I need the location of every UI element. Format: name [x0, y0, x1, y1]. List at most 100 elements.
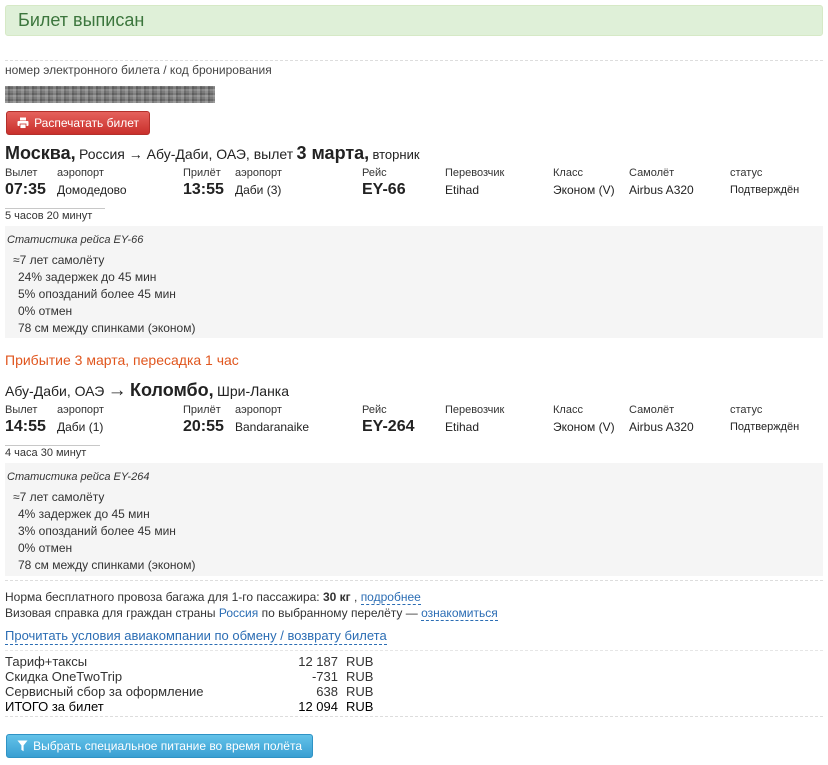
airline-rules-link[interactable]: Прочитать условия авиакомпании по обмену… — [5, 628, 387, 645]
departure-time: 07:35 — [5, 181, 46, 198]
special-meal-button[interactable]: Выбрать специальное питание во время пол… — [6, 734, 313, 758]
print-ticket-label: Распечатать билет — [34, 116, 139, 130]
price-label: Сервисный сбор за оформление — [5, 684, 204, 699]
aircraft: Airbus A320 — [629, 183, 694, 197]
aircraft: Airbus A320 — [629, 420, 694, 434]
status-text: Подтверждён — [730, 184, 800, 196]
header-departure: Вылет — [5, 404, 38, 416]
flight-duration: 4 часа 30 минут — [5, 447, 87, 459]
stats-item: 78 см между спинками (эконом) — [18, 558, 196, 572]
price-row: Сервисный сбор за оформление 638 RUB — [5, 684, 373, 699]
header-carrier: Перевозчик — [445, 404, 505, 416]
price-currency: RUB — [346, 684, 374, 699]
stats-item: 0% отмен — [18, 304, 73, 318]
special-meal-label: Выбрать специальное питание во время пол… — [33, 739, 302, 753]
visa-country-link[interactable]: Россия — [218, 606, 259, 620]
stats-item: 78 см между спинками (эконом) — [18, 321, 196, 335]
printer-icon — [17, 117, 29, 129]
header-flight: Рейс — [362, 404, 387, 416]
filter-icon — [17, 740, 28, 752]
divider — [5, 60, 823, 61]
header-arrival: Прилёт — [183, 404, 221, 416]
redacted-booking-code — [5, 86, 215, 103]
route-title: Абу-Даби, ОАЭ → Коломбо, Шри-Ланка — [5, 379, 289, 401]
fare-class: Эконом (V) — [553, 420, 615, 434]
arrival-time: 20:55 — [183, 418, 224, 435]
arrival-airport: Даби (3) — [235, 183, 282, 197]
price-breakdown: Тариф+таксы 12 187 RUB Скидка OneTwoTrip… — [5, 654, 373, 714]
stats-aircraft-age: ≈7 лет самолёту — [13, 253, 105, 267]
price-currency: RUB — [346, 654, 374, 669]
stats-title: Статистика рейса EY-66 — [7, 234, 144, 246]
route-from: Абу-Даби, ОАЭ — [5, 383, 105, 399]
flight-number: EY-264 — [362, 418, 415, 435]
stats-item: 3% опозданий более 45 мин — [18, 524, 176, 538]
price-amount: 12 187 — [298, 654, 338, 669]
header-arr-airport: аэропорт — [235, 167, 282, 179]
banner-text: Билет выписан — [18, 10, 145, 30]
stats-item: 5% опозданий более 45 мин — [18, 287, 176, 301]
fare-class: Эконом (V) — [553, 183, 615, 197]
stats-aircraft-age: ≈7 лет самолёту — [13, 490, 105, 504]
header-dep-airport: аэропорт — [57, 167, 104, 179]
header-arrival: Прилёт — [183, 167, 221, 179]
route-arrow: → — [107, 380, 127, 401]
flight-stats-panel: Статистика рейса EY-264 ≈7 лет самолёту … — [5, 463, 823, 576]
header-departure: Вылет — [5, 167, 38, 179]
price-currency: RUB — [346, 669, 374, 684]
baggage-allowance: 30 кг — [322, 590, 351, 604]
price-row: Тариф+таксы 12 187 RUB — [5, 654, 373, 669]
price-amount: 638 — [316, 684, 338, 699]
header-aircraft: Самолёт — [629, 167, 675, 179]
divider — [5, 716, 823, 717]
print-ticket-button[interactable]: Распечатать билет — [6, 111, 150, 135]
total-currency: RUB — [346, 699, 374, 714]
price-label: Скидка OneTwoTrip — [5, 669, 123, 684]
stats-item: 4% задержек до 45 мин — [18, 507, 150, 521]
transfer-notice: Прибытие 3 марта, пересадка 1 час — [5, 352, 239, 368]
baggage-info: Норма бесплатного провоза багажа для 1-г… — [5, 590, 421, 605]
header-carrier: Перевозчик — [445, 167, 505, 179]
header-arr-airport: аэропорт — [235, 404, 282, 416]
price-total-row: ИТОГО за билет 12 094 RUB — [5, 699, 373, 714]
visa-details-link[interactable]: ознакомиться — [421, 606, 498, 621]
divider — [5, 650, 823, 651]
baggage-details-link[interactable]: подробнее — [360, 590, 421, 605]
price-amount: -731 — [311, 669, 338, 684]
route-weekday: вторник — [372, 147, 420, 162]
header-class: Класс — [553, 404, 583, 416]
header-dep-airport: аэропорт — [57, 404, 104, 416]
carrier: Etihad — [445, 183, 480, 197]
header-status: статус — [730, 404, 763, 416]
visa-text: Визовая справка для граждан страны — [5, 606, 216, 620]
header-flight: Рейс — [362, 167, 387, 179]
stats-title: Статистика рейса EY-264 — [7, 471, 150, 483]
route-to-country: Шри-Ланка — [217, 383, 290, 399]
booking-code-label: номер электронного билета / код брониров… — [5, 63, 272, 77]
route-to-city: Коломбо, — [129, 380, 214, 400]
header-aircraft: Самолёт — [629, 404, 675, 416]
divider — [5, 580, 823, 581]
total-label: ИТОГО за билет — [5, 699, 104, 714]
departure-airport: Даби (1) — [57, 420, 104, 434]
flight-segment: Москва, Россия → Абу-Даби, ОАЭ, вылет 3 … — [0, 142, 828, 342]
status-text: Подтверждён — [730, 421, 800, 433]
price-row: Скидка OneTwoTrip -731 RUB — [5, 669, 373, 684]
carrier: Etihad — [445, 420, 480, 434]
stats-item: 24% задержек до 45 мин — [18, 270, 157, 284]
duration-divider — [5, 208, 105, 209]
route-date: 3 марта, — [296, 143, 370, 163]
arrival-time: 13:55 — [183, 181, 224, 198]
flight-number: EY-66 — [362, 181, 406, 198]
total-amount: 12 094 — [298, 699, 338, 714]
route-middle: Россия → Абу-Даби, ОАЭ, вылет — [78, 146, 294, 162]
visa-info: Визовая справка для граждан страны Росси… — [5, 606, 498, 621]
route-title: Москва, Россия → Абу-Даби, ОАЭ, вылет 3 … — [5, 142, 420, 164]
stats-item: 0% отмен — [18, 541, 73, 555]
baggage-separator: , — [354, 590, 358, 604]
price-label: Тариф+таксы — [5, 654, 88, 669]
flight-duration: 5 часов 20 минут — [5, 210, 93, 222]
flight-stats-panel: Статистика рейса EY-66 ≈7 лет самолёту 2… — [5, 226, 823, 338]
visa-text-2: по выбранному перелёту — — [261, 606, 418, 620]
header-class: Класс — [553, 167, 583, 179]
